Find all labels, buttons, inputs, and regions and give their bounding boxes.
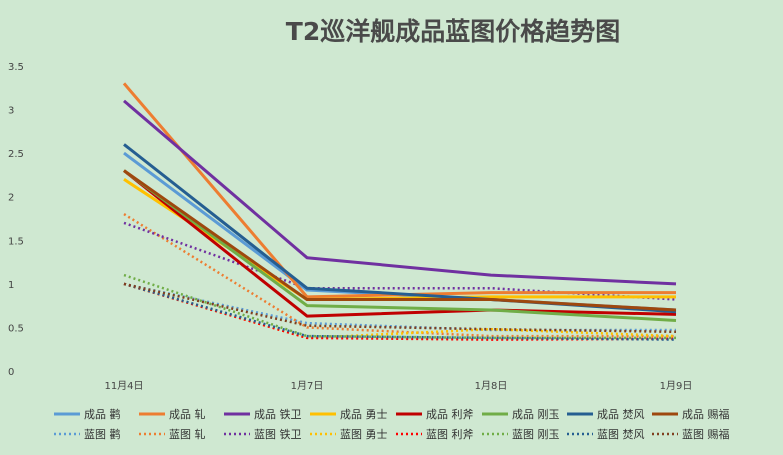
y-tick-label: 0.5 [8, 323, 24, 334]
x-axis-ticks: 11月4日 1月7日 1月8日 1月9日 [104, 380, 692, 392]
legend-label: 蓝图 勇士 [340, 428, 388, 441]
legend-label: 蓝图 轧 [169, 427, 206, 441]
legend-label: 成品 利斧 [426, 408, 474, 421]
x-tick-label: 11月4日 [104, 380, 143, 392]
x-tick-label: 1月8日 [475, 380, 508, 392]
series-line [122, 82, 676, 299]
series-line [123, 99, 677, 286]
legend-label: 成品 赐福 [682, 407, 730, 421]
legend: 成品 鹳 成品 轧 成品 铁卫 成品 勇士 成品 利斧 成品 刚玉 成品 焚风 成品 赐福蓝图… [54, 407, 730, 441]
x-tick-label: 1月7日 [291, 380, 324, 392]
series-line [123, 213, 676, 338]
y-tick-label: 3 [8, 106, 14, 117]
legend-label: 蓝图 焚风 [597, 428, 645, 441]
legend-label: 成品 铁卫 [254, 408, 302, 421]
series-line [123, 169, 677, 322]
legend-label: 成品 勇士 [340, 408, 388, 421]
series-line [123, 178, 676, 301]
legend-label: 成品 刚玉 [512, 408, 560, 421]
legend-label: 蓝图 刚玉 [512, 428, 560, 441]
legend-label: 成品 轧 [169, 407, 206, 421]
y-tick-label: 3.5 [8, 62, 24, 73]
chart-title: T2巡洋舰成品蓝图价格趋势图 [286, 17, 620, 46]
x-tick-label: 1月9日 [660, 380, 693, 392]
y-axis-ticks: 0 0.5 1 1.5 2 2.5 3 3.5 [8, 62, 24, 378]
y-tick-label: 2 [8, 193, 14, 204]
y-tick-label: 1.5 [8, 236, 24, 247]
y-tick-label: 1 [8, 280, 14, 291]
series-line [123, 169, 677, 312]
y-tick-label: 0 [8, 367, 14, 378]
legend-label: 蓝图 赐福 [682, 427, 730, 441]
legend-label: 蓝图 鹳 [84, 427, 121, 441]
legend-label: 蓝图 利斧 [426, 428, 474, 441]
y-tick-label: 2.5 [8, 149, 24, 160]
series-lines [122, 82, 677, 341]
legend-label: 成品 鹳 [84, 407, 121, 421]
series-line [123, 169, 677, 318]
legend-label: 成品 焚风 [597, 408, 645, 421]
legend-label: 蓝图 铁卫 [254, 428, 302, 441]
series-line [123, 273, 676, 340]
series-line [123, 282, 677, 341]
